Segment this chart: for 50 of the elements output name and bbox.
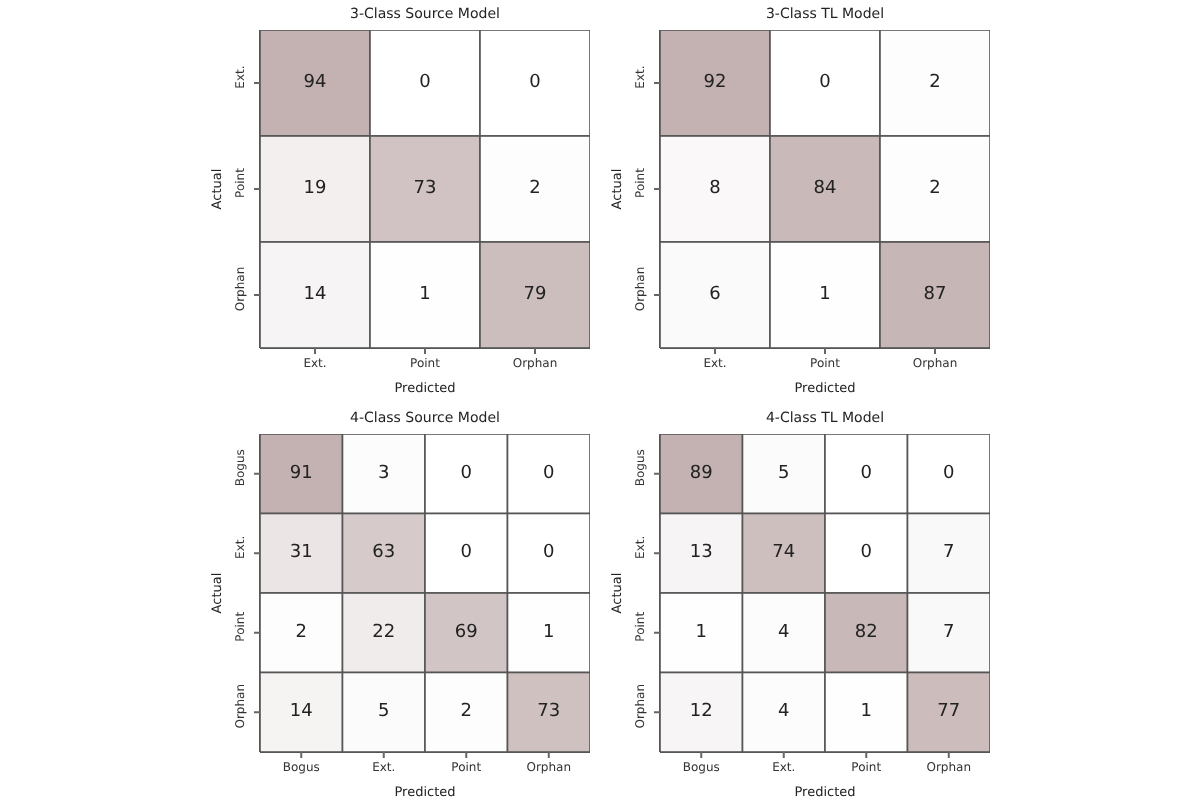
data-label: 1 (819, 285, 831, 305)
data-label: 74 (772, 543, 796, 564)
data-label: 5 (778, 463, 790, 484)
data-label: 0 (529, 73, 542, 93)
data-label: 7 (943, 622, 955, 643)
data-label: 19 (303, 179, 327, 199)
data-label: 0 (819, 73, 832, 93)
data-label: 1 (860, 702, 872, 723)
data-label: 63 (372, 543, 396, 564)
data-label: 0 (460, 463, 473, 484)
data-label: 13 (689, 543, 713, 564)
data-label: 77 (937, 702, 961, 723)
data-label: 14 (289, 702, 314, 723)
data-label: 2 (929, 73, 941, 93)
data-label: 2 (460, 702, 472, 723)
data-label: 6 (709, 285, 722, 305)
data-label: 1 (543, 622, 555, 643)
data-label: 7 (943, 543, 955, 564)
data-label: 2 (295, 622, 307, 643)
data-label: 82 (854, 622, 878, 643)
data-label: 0 (860, 543, 873, 564)
data-label: 0 (543, 463, 556, 484)
data-label: 94 (303, 73, 327, 93)
data-label: 22 (372, 622, 396, 643)
data-label: 0 (860, 463, 873, 484)
data-label: 2 (529, 179, 541, 199)
data-label: 84 (813, 179, 837, 199)
data-label: 4 (778, 702, 791, 723)
data-label: 0 (943, 463, 956, 484)
data-label: 4 (778, 622, 791, 643)
data-label: 0 (543, 543, 556, 564)
data-label: 14 (303, 285, 327, 305)
data-label: 87 (923, 285, 947, 305)
data-label: 2 (929, 179, 941, 199)
data-label: 91 (289, 463, 313, 484)
data-label: 73 (413, 179, 437, 199)
data-label: 12 (689, 702, 713, 723)
data-label: 79 (523, 285, 547, 305)
data-label: 92 (703, 73, 727, 93)
data-label: 5 (378, 702, 390, 723)
data-label: 0 (460, 543, 473, 564)
data-label: 0 (419, 73, 432, 93)
data-label: 69 (454, 622, 479, 643)
data-label: 1 (419, 285, 431, 305)
data-label: 1 (695, 622, 707, 643)
data-label: 8 (709, 179, 722, 199)
data-label: 89 (689, 463, 714, 484)
data-label: 31 (289, 543, 313, 564)
data-label: 3 (378, 463, 390, 484)
data-label: 73 (537, 702, 561, 723)
